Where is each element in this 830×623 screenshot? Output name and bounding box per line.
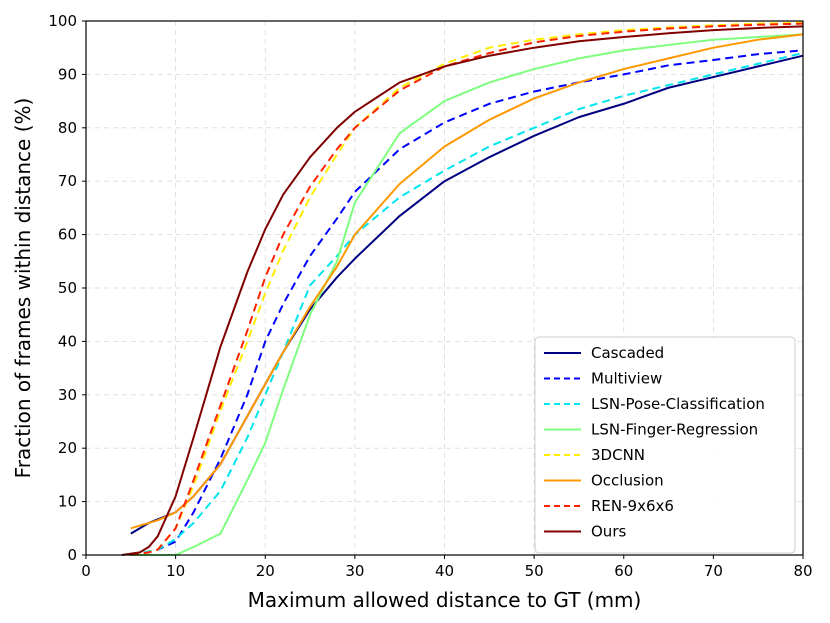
series-line-ren-9x6x6 [130,22,804,556]
y-axis-title: Fraction of frames within distance (%) [11,98,35,479]
x-tick-label: 40 [435,562,454,580]
x-tick-label: 30 [345,562,364,580]
axis-ticks: 0 10 20 30 40 50 60 70 80 0 10 20 30 40 50 60 70 80 90 100 [48,12,812,580]
x-tick-label: 80 [793,562,812,580]
y-tick-label: 40 [58,332,77,350]
y-tick-label: 50 [58,279,77,297]
legend: Cascaded Multiview LSN-Pose-Classification… [534,336,796,554]
legend-box [534,336,796,554]
x-tick-label: 50 [525,562,544,580]
legend-label: Occlusion [591,472,664,490]
y-tick-label: 30 [58,386,77,404]
series-line-lsn-finger-regression [130,33,804,556]
x-tick-label: 20 [256,562,275,580]
legend-label: 3DCNN [591,446,645,464]
legend-label: Multiview [591,370,662,388]
x-tick-label: 70 [704,562,723,580]
y-tick-label: 70 [58,172,77,190]
y-tick-label: 20 [58,439,77,457]
legend-label: LSN-Finger-Regression [591,421,758,439]
legend-label: Cascaded [591,344,664,362]
x-tick-label: 0 [81,562,91,580]
y-tick-label: 60 [58,226,77,244]
x-tick-label: 60 [614,562,633,580]
series-line-occlusion [130,33,804,530]
y-tick-label: 80 [58,119,77,137]
legend-label: REN-9x6x6 [591,497,674,515]
y-tick-label: 10 [58,493,77,511]
x-axis-title: Maximum allowed distance to GT (mm) [248,588,642,612]
legend-label: Ours [591,523,626,541]
x-tick-label: 10 [166,562,185,580]
y-tick-label: 90 [58,65,77,83]
legend-label: LSN-Pose-Classification [591,395,765,413]
y-tick-label: 0 [67,546,77,564]
series-group [121,21,804,556]
series-line-ours [121,25,804,556]
y-tick-label: 100 [48,12,77,30]
